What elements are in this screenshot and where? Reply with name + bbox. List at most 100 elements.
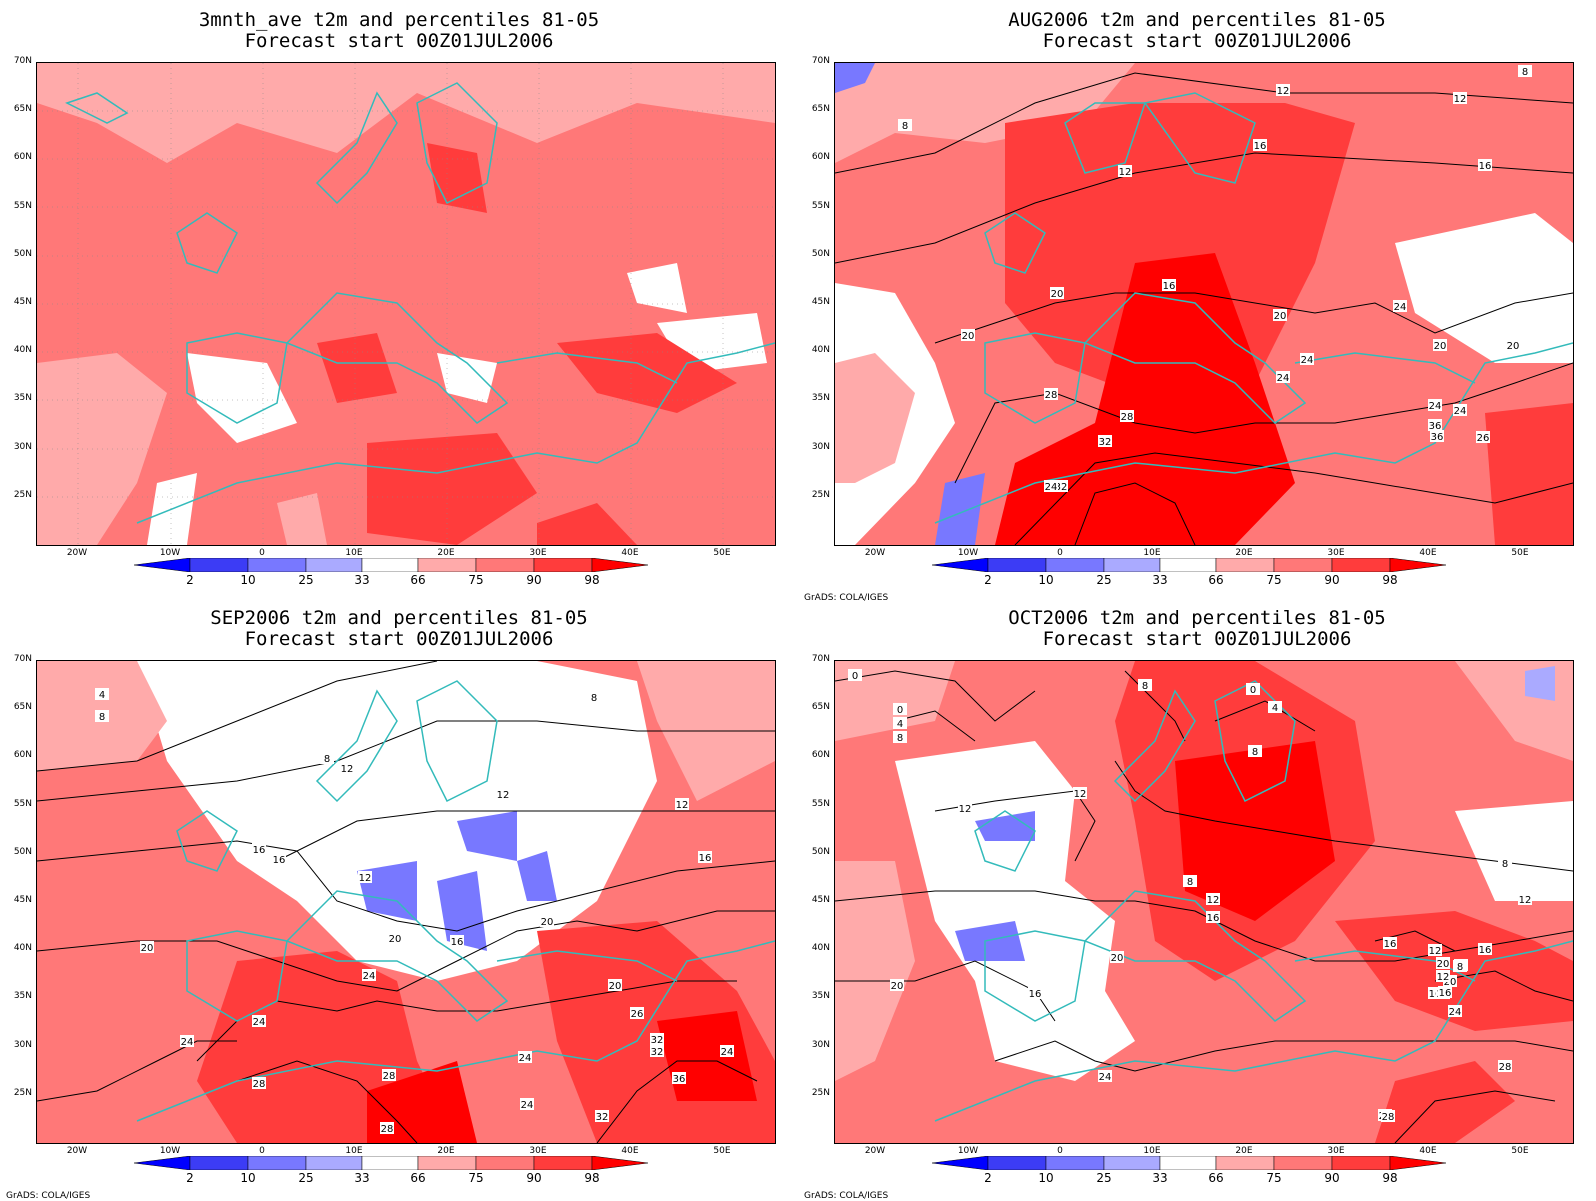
svg-text:36: 36 — [1429, 421, 1442, 432]
colorbar-label: 33 — [354, 1171, 370, 1185]
colorbar-label: 2 — [186, 1171, 194, 1185]
colorbar-segment — [361, 558, 419, 572]
lat-label: 45N — [13, 297, 32, 307]
colorbar-label: 10 — [1038, 1171, 1054, 1185]
lon-label: 30E — [1327, 548, 1345, 558]
colorbar-segment — [361, 1156, 419, 1170]
colorbar-label: 25 — [298, 573, 314, 587]
colorbar-segment — [533, 558, 593, 572]
contour-label: 12 — [1073, 787, 1087, 800]
svg-text:20: 20 — [1274, 311, 1287, 322]
contour-label: 8 — [893, 731, 907, 744]
colorbar-label: 98 — [584, 573, 600, 587]
svg-text:28: 28 — [1121, 412, 1134, 423]
map-panel-aug2006: AUG2006 t2m and percentiles 81-05 Foreca… — [798, 0, 1596, 603]
contour-label: 8 — [1183, 875, 1197, 888]
svg-text:20: 20 — [1111, 953, 1124, 964]
lon-label: 20E — [1235, 1146, 1253, 1156]
svg-text:24: 24 — [1045, 482, 1058, 493]
lat-label: 60N — [811, 750, 830, 761]
colorbar-segment — [1331, 1156, 1391, 1170]
lon-label: 40E — [621, 1146, 639, 1156]
contour-label: 0 — [1246, 683, 1260, 696]
contour-label: 28 — [380, 1122, 394, 1135]
contour-label: 16 — [1438, 986, 1452, 999]
lon-label: 50E — [713, 548, 731, 558]
lat-label: 50N — [811, 248, 830, 259]
contour-label: 16 — [1206, 911, 1220, 924]
svg-text:28: 28 — [383, 1071, 396, 1082]
contour-label: 26 — [1476, 431, 1490, 444]
contour-label: 24 — [520, 1098, 534, 1111]
lon-label: 10W — [957, 1146, 979, 1156]
svg-text:36: 36 — [673, 1074, 686, 1085]
svg-text:0: 0 — [1250, 685, 1256, 696]
contour-label: 24 — [1453, 404, 1467, 417]
svg-text:8: 8 — [99, 712, 105, 723]
map-fill: 0048804881212121681216162020201612816202… — [835, 661, 1573, 1143]
colorbar-segment — [1273, 558, 1333, 572]
colorbar-label: 25 — [298, 1171, 314, 1185]
contour-label: 20 — [608, 979, 622, 992]
lon-label: 50E — [1511, 1146, 1529, 1156]
lon-label: 0 — [259, 1146, 265, 1156]
colorbar-segment — [987, 1156, 1047, 1170]
svg-text:28: 28 — [1499, 1062, 1512, 1073]
lon-label: 40E — [621, 548, 639, 558]
lat-label: 55N — [811, 200, 830, 211]
lon-label: 40E — [1419, 1146, 1437, 1156]
contour-label: 28 — [1120, 410, 1134, 423]
svg-text:12: 12 — [359, 873, 372, 884]
lat-label: 65N — [13, 104, 32, 115]
lat-label: 25N — [13, 489, 32, 500]
colorbar-label: 10 — [1038, 573, 1054, 587]
contour-label: 20 — [1433, 339, 1447, 352]
colorbar-label: 66 — [1208, 1171, 1224, 1185]
contour-label: 4 — [95, 688, 109, 701]
contour-label: 12 — [340, 762, 354, 775]
colorbar-label: 25 — [1096, 573, 1112, 587]
colorbar-segment — [1103, 1156, 1161, 1170]
svg-text:12: 12 — [1429, 946, 1442, 957]
svg-text:28: 28 — [1045, 390, 1058, 401]
lon-label: 20W — [66, 1146, 88, 1156]
colorbar-label: 33 — [354, 573, 370, 587]
contour-label: 12 — [1453, 92, 1467, 105]
contour-label: 16 — [698, 851, 712, 864]
colorbar-label: 98 — [1382, 1171, 1398, 1185]
svg-text:8: 8 — [902, 121, 908, 132]
contour-label: 24 — [1393, 300, 1407, 313]
svg-text:20: 20 — [891, 981, 904, 992]
svg-text:28: 28 — [1382, 1112, 1395, 1123]
colorbar-segment — [305, 558, 363, 572]
contour-label: 20 — [1506, 339, 1520, 352]
contour-label: 16 — [1383, 937, 1397, 950]
lat-label: 40N — [811, 943, 830, 954]
lat-label: 60N — [811, 152, 830, 163]
svg-text:4: 4 — [1272, 703, 1278, 714]
lon-label: 20E — [1235, 548, 1253, 558]
svg-text:20: 20 — [541, 917, 554, 928]
lon-label: 40E — [1419, 548, 1437, 558]
svg-text:8: 8 — [591, 693, 597, 704]
svg-text:12: 12 — [676, 800, 689, 811]
lon-label: 20E — [437, 1146, 455, 1156]
lon-label: 0 — [259, 548, 265, 558]
contour-label: 20 — [1110, 951, 1124, 964]
svg-text:20: 20 — [141, 943, 154, 954]
contour-label: 16 — [252, 843, 266, 856]
lon-label: 30E — [1327, 1146, 1345, 1156]
svg-text:20: 20 — [1434, 341, 1447, 352]
svg-text:8: 8 — [897, 733, 903, 744]
svg-text:12: 12 — [1119, 167, 1132, 178]
lon-label: 10E — [345, 548, 363, 558]
contour-label: 24 — [1300, 353, 1314, 366]
contour-label: 8 — [587, 691, 601, 704]
contour-label: 12 — [1518, 893, 1532, 906]
colorbar-label: 90 — [1324, 573, 1340, 587]
contour-label: 12 — [1436, 970, 1450, 983]
svg-text:32: 32 — [596, 1112, 609, 1123]
colorbar-label: 10 — [240, 573, 256, 587]
svg-text:20: 20 — [609, 981, 622, 992]
colorbar-segment — [987, 558, 1047, 572]
